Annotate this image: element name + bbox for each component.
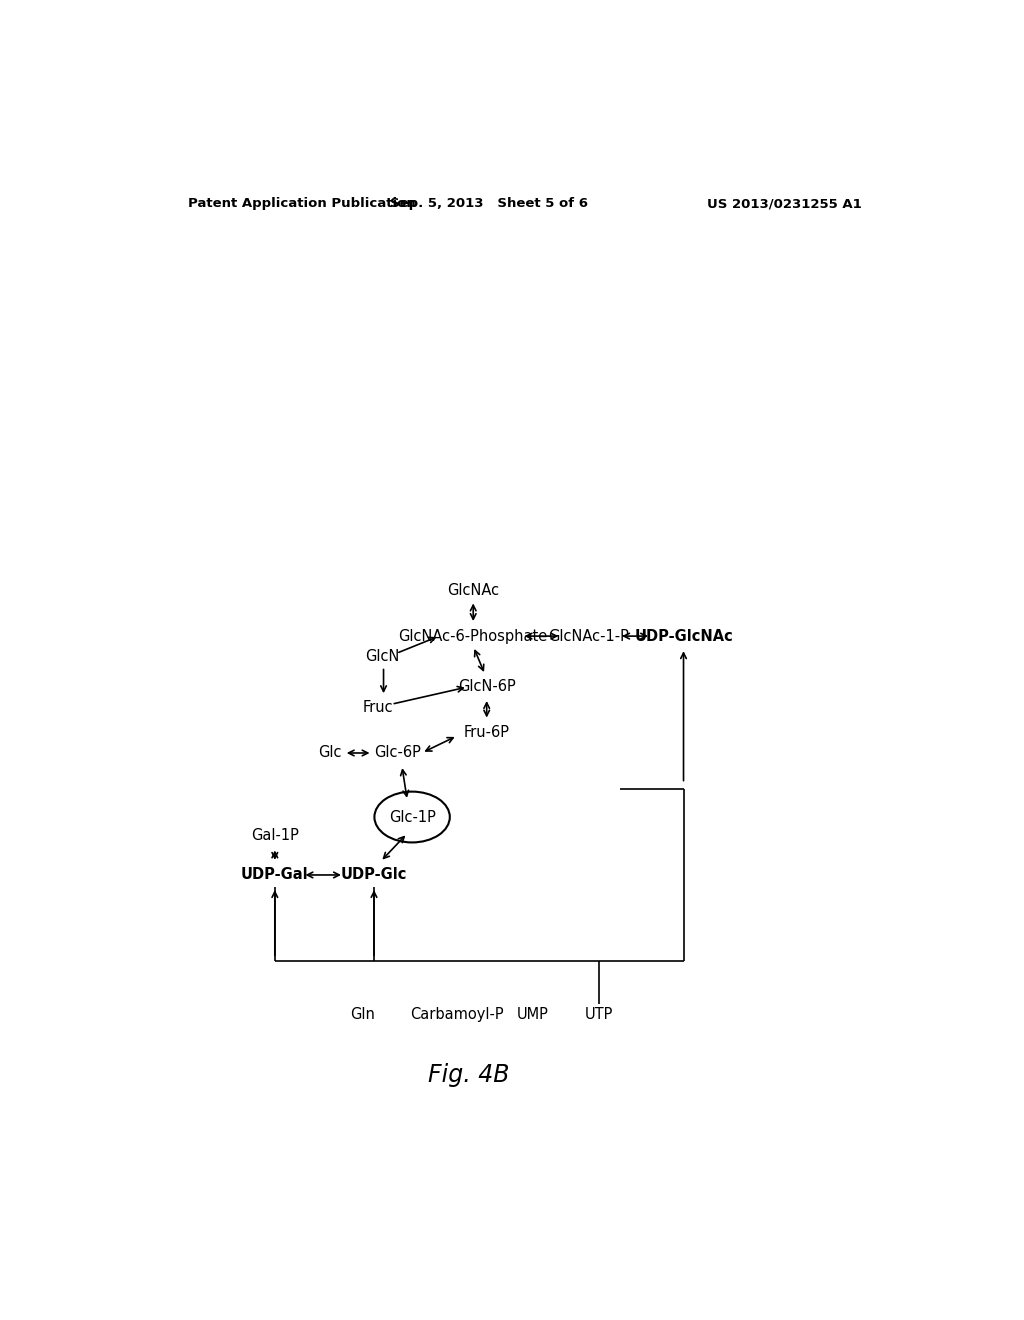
Text: UMP: UMP bbox=[517, 1007, 549, 1022]
Text: GlcNAc-6-Phosphate: GlcNAc-6-Phosphate bbox=[398, 628, 548, 644]
Text: UDP-Glc: UDP-Glc bbox=[341, 867, 408, 883]
Text: Glc-6P: Glc-6P bbox=[375, 746, 421, 760]
Text: Gal-1P: Gal-1P bbox=[251, 828, 299, 843]
Text: Fruc: Fruc bbox=[362, 700, 393, 714]
Text: GlcN: GlcN bbox=[365, 649, 399, 664]
Text: US 2013/0231255 A1: US 2013/0231255 A1 bbox=[708, 197, 862, 210]
Text: Gln: Gln bbox=[349, 1007, 375, 1022]
Text: Patent Application Publication: Patent Application Publication bbox=[187, 197, 416, 210]
Text: Sep. 5, 2013   Sheet 5 of 6: Sep. 5, 2013 Sheet 5 of 6 bbox=[390, 197, 588, 210]
Text: UTP: UTP bbox=[585, 1007, 612, 1022]
Text: UDP-Gal: UDP-Gal bbox=[241, 867, 308, 883]
Text: Carbamoyl-P: Carbamoyl-P bbox=[411, 1007, 504, 1022]
Text: UDP-GlcNAc: UDP-GlcNAc bbox=[634, 628, 733, 644]
Text: Glc: Glc bbox=[318, 746, 342, 760]
Text: Fru-6P: Fru-6P bbox=[464, 725, 510, 741]
Text: GlcNAc: GlcNAc bbox=[447, 583, 500, 598]
Text: GlcN-6P: GlcN-6P bbox=[458, 680, 515, 694]
Text: GlcNAc-1-P: GlcNAc-1-P bbox=[548, 628, 629, 644]
Text: Fig. 4B: Fig. 4B bbox=[428, 1063, 510, 1088]
Text: Glc-1P: Glc-1P bbox=[389, 809, 435, 825]
